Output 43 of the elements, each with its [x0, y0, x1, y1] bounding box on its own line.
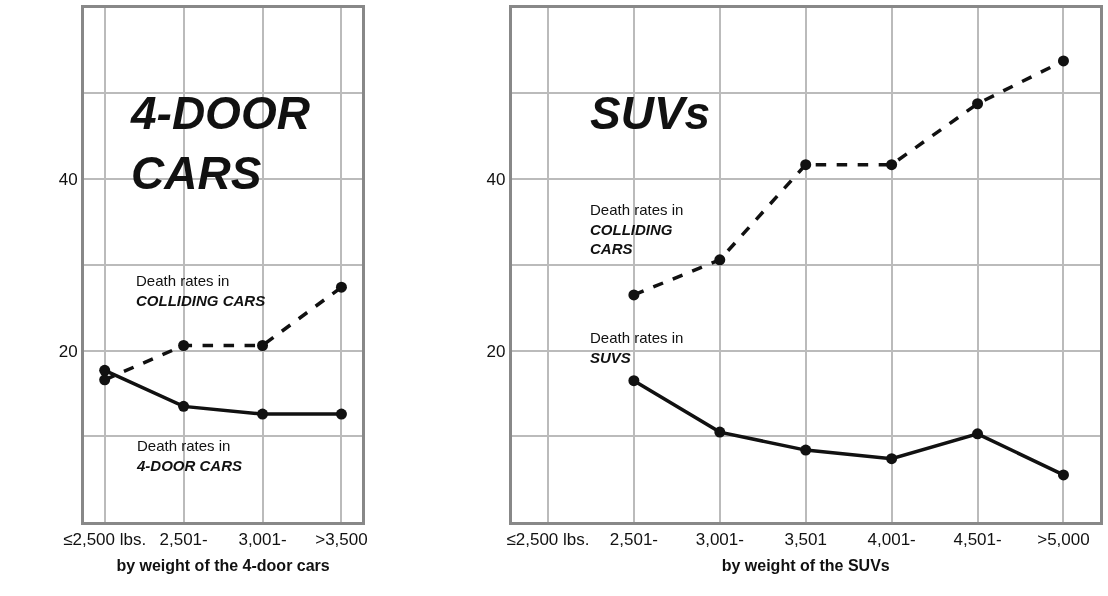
x-tick-label: ≤2,500 lbs. [63, 530, 147, 550]
point [99, 364, 111, 376]
point [714, 254, 726, 266]
point [178, 400, 190, 412]
point [178, 340, 190, 351]
point [257, 408, 269, 420]
point [628, 375, 640, 387]
annotation: Death rates in 4-DOOR CARS [136, 437, 243, 474]
x-tick-label: 2,501- [159, 530, 208, 550]
x-tick-label: >3,500 [315, 530, 368, 550]
point [99, 374, 111, 386]
y-tick-label: 40 [486, 170, 506, 190]
x-tick-label: >5,000 [1037, 530, 1090, 550]
x-tick-label: 4,501- [953, 530, 1002, 550]
y-tick-label: 20 [486, 341, 506, 361]
point [335, 281, 347, 293]
x-tick-label: 2,501- [609, 530, 658, 550]
y-tick-label: 40 [58, 170, 78, 190]
point [714, 426, 726, 438]
point [257, 340, 269, 351]
point [335, 408, 347, 420]
annotation: Death rates in COLLIDING CARS [136, 272, 266, 309]
point [1057, 55, 1069, 67]
text: SUVs [590, 87, 711, 139]
point [886, 453, 898, 465]
point [1057, 469, 1069, 481]
x-axis-title: by weight of the 4-door cars [116, 556, 330, 574]
x-axis-title: by weight of the SUVs [721, 556, 890, 574]
point [972, 98, 984, 110]
x-tick-label: 3,001- [695, 530, 744, 550]
point [972, 428, 984, 440]
x-tick-label: 4,001- [867, 530, 916, 550]
x-tick-label: 3,001- [238, 530, 287, 550]
y-tick-label: 20 [58, 341, 78, 361]
x-tick-label: ≤2,500 lbs. [506, 530, 590, 550]
point [800, 159, 812, 171]
point [628, 289, 640, 301]
text: 4-DOOR CARS [130, 87, 310, 199]
point [800, 444, 812, 456]
annotation: Death rates in COLLIDING CARS [590, 201, 684, 257]
point [886, 159, 898, 171]
x-tick-label: 3,501 [784, 530, 827, 550]
annotation: Death rates in SUVS [590, 329, 684, 366]
